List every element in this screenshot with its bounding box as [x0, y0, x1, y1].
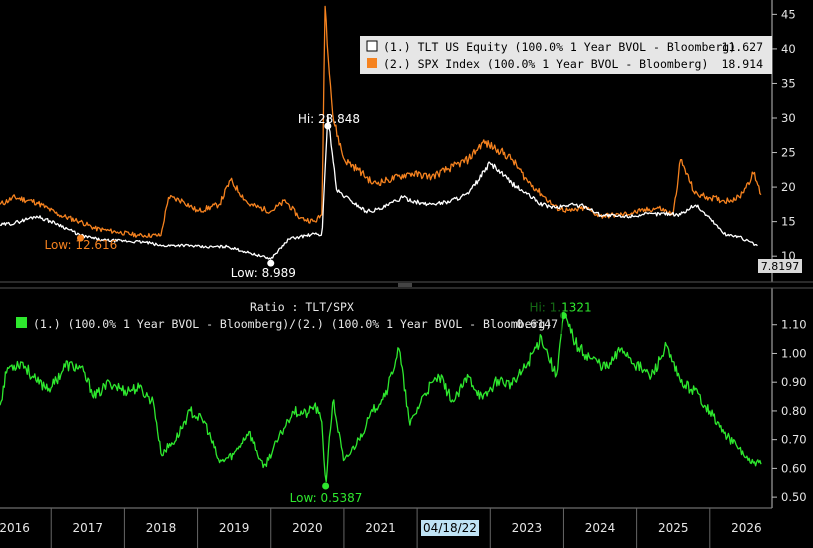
top-annotations: Hi: 28.848 Low: 8.989 Low: 12.616 [44, 112, 360, 280]
y-tick-label: 20 [781, 180, 796, 194]
ratio-low-label: Low: 0.5387 [290, 491, 363, 505]
x-tick-label: 2025 [658, 521, 689, 535]
ratio-title: Ratio : TLT/SPX [250, 300, 354, 314]
bottom-legend[interactable]: Ratio : TLT/SPX (1.) (100.0% 1 Year BVOL… [8, 298, 562, 334]
x-axis-separators [50, 508, 711, 548]
y-tick-label: 0.70 [781, 433, 807, 447]
ratio-line [0, 313, 762, 483]
top-legend-bg [360, 36, 772, 74]
x-tick-label: 2026 [731, 521, 762, 535]
tlt-high-marker [324, 122, 332, 130]
ratio-low-marker [322, 482, 330, 490]
x-tick-label: 2021 [365, 521, 396, 535]
legend-value-spx: 18.914 [721, 57, 763, 71]
x-tick-label: 2024 [585, 521, 616, 535]
y-tick-label: 1.10 [781, 318, 807, 332]
spx-vol-line [0, 5, 762, 239]
top-panel-lines [0, 5, 762, 260]
x-tick-label: 2016 [0, 521, 30, 535]
tlt-high-label: Hi: 28.848 [298, 112, 360, 126]
legend-value-ratio: 0.6147 [516, 317, 558, 331]
y-tick-label: 25 [781, 146, 796, 160]
tlt-low-label: Low: 8.989 [231, 266, 296, 280]
price-tag-bg [758, 259, 802, 273]
tlt-low-marker [267, 259, 275, 267]
legend-swatch-tlt [366, 40, 378, 52]
legend-swatch-ratio [16, 317, 27, 328]
y-tick-label: 0.60 [781, 461, 807, 475]
x-tick-label: 2020 [292, 521, 323, 535]
y-tick-label: 1.00 [781, 346, 807, 360]
tlt-vol-line [0, 113, 758, 260]
y-tick-label: 15 [781, 215, 796, 229]
x-tick-label: 2017 [73, 521, 104, 535]
spx-low-label: Low: 12.616 [44, 238, 117, 252]
price-tag: 7.8197 [761, 260, 800, 273]
y-tick-label: 0.90 [781, 375, 807, 389]
panel-resize-handle[interactable] [398, 283, 412, 287]
x-tick-label: 2019 [219, 521, 250, 535]
cursor-date-bg [421, 520, 479, 536]
legend-name-tlt: (1.) TLT US Equity (100.0% 1 Year BVOL -… [383, 40, 736, 54]
legend-name-ratio: (1.) (100.0% 1 Year BVOL - Bloomberg)/(2… [33, 317, 552, 331]
bottom-y-axis-ticks: 0.50 0.60 0.70 0.80 0.90 1.00 1.10 [772, 318, 807, 504]
x-tick-label: 2023 [512, 521, 543, 535]
spx-low-marker [76, 234, 84, 242]
bottom-panel-lines [0, 313, 762, 483]
y-tick-label: 30 [781, 111, 796, 125]
x-tick-label: 2018 [146, 521, 177, 535]
bottom-legend-bg [8, 298, 562, 334]
y-tick-label: 40 [781, 42, 796, 56]
cursor-date-label: 04/18/22 [423, 521, 477, 535]
y-tick-label: 35 [781, 76, 796, 90]
legend-swatch-spx [367, 58, 377, 68]
y-tick-label: 45 [781, 7, 796, 21]
legend-name-spx: (2.) SPX Index (100.0% 1 Year BVOL - Blo… [383, 57, 708, 71]
legend-value-tlt: 11.627 [721, 40, 763, 54]
y-tick-label: 0.80 [781, 404, 807, 418]
top-legend[interactable]: (1.) TLT US Equity (100.0% 1 Year BVOL -… [360, 36, 772, 74]
y-tick-label: 0.50 [781, 490, 807, 504]
